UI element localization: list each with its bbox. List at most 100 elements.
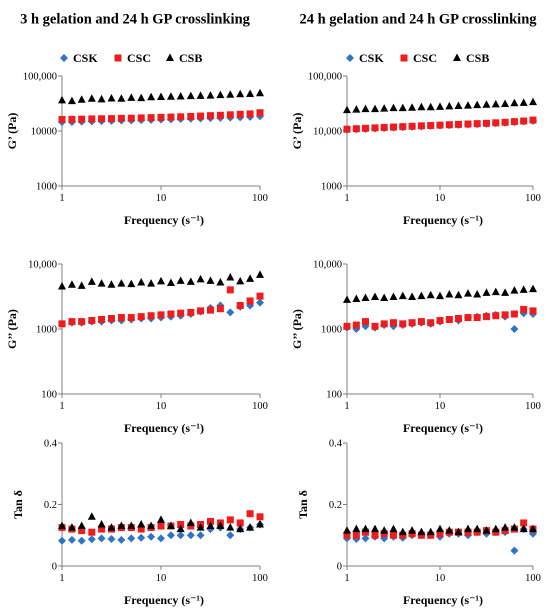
y-tick-label: 10,000 [28,260,57,271]
data-point [98,316,106,324]
data-point [519,98,528,106]
data-point [197,307,205,315]
data-point [87,94,96,102]
data-point [427,319,435,327]
data-point [361,104,370,113]
data-point [501,118,509,126]
data-point [107,315,115,323]
data-point [473,100,482,109]
data-point [482,119,490,127]
data-point [87,277,96,285]
x-axis-label: Frequency (s⁻¹) [124,593,204,607]
data-point [97,519,106,528]
series-csb [343,284,537,303]
x-tick-label: 1 [344,573,349,584]
data-point [454,101,463,109]
chart-panel-5: 1 10 100 0 0.2 0.4 Frequency (s⁻¹) Tan δ [11,439,268,608]
x-tick-label: 100 [252,193,268,204]
data-point [186,531,195,540]
data-point [226,111,234,119]
data-point [157,534,165,543]
data-point [491,99,500,108]
data-point [127,93,136,101]
series-csc [58,286,264,328]
data-point [352,105,361,113]
x-axis-label: Frequency (s⁻¹) [403,593,483,607]
x-tick-label: 1 [59,573,64,584]
data-point [417,122,425,130]
data-point [464,314,472,322]
data-point [206,112,214,120]
data-point [426,290,435,299]
x-tick-label: 10 [156,401,167,412]
data-point [380,104,389,112]
data-point [371,322,379,330]
data-point [97,279,106,287]
data-point [216,90,225,99]
data-point [197,112,205,120]
data-point [157,113,165,121]
chart-panel-6: 1 10 100 0 0.2 0.4 Frequency (s⁻¹) Tan δ [296,439,541,608]
data-point [186,277,195,285]
data-point [256,270,264,278]
data-point [177,309,185,317]
y-tick-label: 1000 [321,325,342,336]
data-point [408,319,416,327]
data-point [127,114,135,122]
x-tick-label: 1 [344,401,349,412]
legend-marker-csb [166,53,174,61]
data-point [343,125,351,133]
data-point [147,521,156,530]
data-point [501,311,509,319]
data-point [107,280,116,288]
data-point [529,284,537,293]
data-point [177,113,185,121]
data-point [137,525,145,533]
data-point [417,531,425,539]
data-point [196,91,205,99]
data-point [157,92,165,101]
data-point [510,325,519,333]
data-point [137,114,145,122]
y-axis-label: G’’ (Pa) [290,309,304,349]
data-point [417,527,426,536]
data-point [501,527,509,535]
chart-panel-3: 1 10 100 100 1000 10,000 Frequency (s⁻¹) G’’ (P… [5,260,268,436]
data-point [361,293,370,301]
data-point [436,121,444,129]
data-point [147,114,155,122]
x-tick-label: 10 [435,401,446,412]
x-tick-label: 10 [435,193,446,204]
data-point [370,524,379,533]
y-axis-label: Tan δ [296,490,310,519]
data-point [157,276,165,285]
y-tick-label: 10000 [31,127,57,138]
data-point [97,534,106,543]
x-tick-label: 1 [59,401,64,412]
data-point [352,294,361,302]
data-point [343,531,351,539]
data-point [256,513,264,521]
data-point [58,521,66,530]
series-csc [343,305,537,330]
data-point [361,124,369,132]
data-point [510,286,519,294]
data-point [520,305,528,313]
data-point [127,279,136,288]
column-title: 24 h gelation and 24 h GP crosslinking [299,12,537,28]
data-point [216,521,225,530]
data-point [389,524,398,533]
data-point [117,314,125,322]
data-point [186,518,195,526]
data-point [380,530,388,538]
data-point [473,528,481,536]
data-point [78,318,86,326]
data-point [117,279,126,287]
data-point [492,528,500,536]
y-tick-label: 0.4 [44,439,58,450]
data-point [408,122,416,130]
data-point [87,535,96,544]
legend-marker-csk [60,54,68,62]
data-point [445,101,454,110]
data-point [67,535,76,544]
